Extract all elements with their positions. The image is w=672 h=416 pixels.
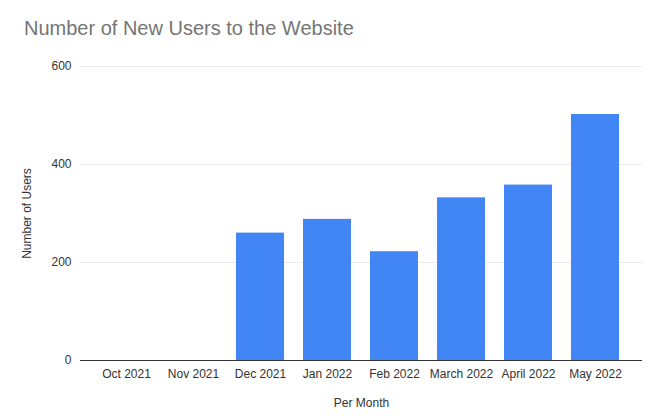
svg-text:600: 600 — [51, 59, 71, 73]
svg-text:200: 200 — [51, 255, 71, 269]
svg-text:Dec 2021: Dec 2021 — [235, 367, 287, 381]
svg-text:Nov 2021: Nov 2021 — [168, 367, 220, 381]
svg-text:Per Month: Per Month — [334, 396, 389, 410]
svg-text:0: 0 — [65, 353, 72, 367]
svg-text:March 2022: March 2022 — [430, 367, 494, 381]
svg-text:400: 400 — [51, 157, 71, 171]
svg-text:May 2022: May 2022 — [569, 367, 622, 381]
svg-text:Jan 2022: Jan 2022 — [303, 367, 353, 381]
html-text:Number of New Users to the Web: Number of New Users to the Website — [24, 17, 354, 39]
svg-text:April 2022: April 2022 — [501, 367, 555, 381]
svg-text:Number of Users: Number of Users — [20, 168, 34, 259]
svg-text:Feb 2022: Feb 2022 — [369, 367, 420, 381]
svg-text:Oct 2021: Oct 2021 — [102, 367, 151, 381]
